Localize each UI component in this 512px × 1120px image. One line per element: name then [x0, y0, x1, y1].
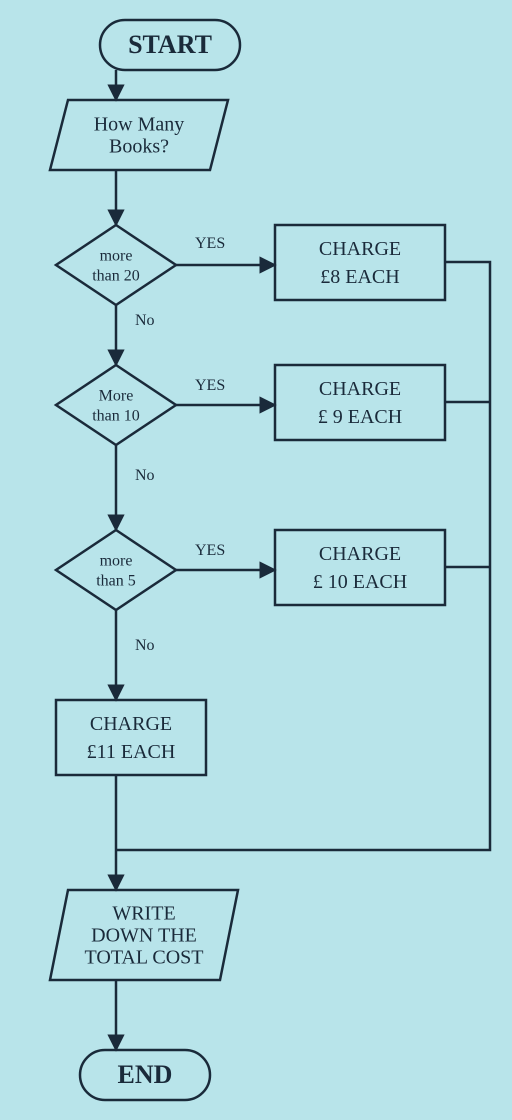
svg-text:£ 10 EACH: £ 10 EACH [313, 571, 407, 593]
node-d10: More than 10 [56, 365, 176, 445]
svg-text:£ 9 EACH: £ 9 EACH [318, 406, 402, 428]
svg-text:£11 EACH: £11 EACH [87, 741, 176, 763]
node-p11: CHARGE £11 EACH [56, 700, 206, 775]
svg-text:more: more [100, 248, 133, 265]
svg-text:CHARGE: CHARGE [319, 543, 401, 565]
edge-label: No [135, 637, 155, 654]
node-start: START [100, 20, 240, 70]
node-d5: more than 5 [56, 530, 176, 610]
svg-text:than 20: than 20 [92, 268, 140, 285]
node-p8: CHARGE £8 EACH [275, 225, 445, 300]
flowchart-canvas: YES No YES No YES No START How ManyBooks? more t… [0, 0, 512, 1120]
svg-text:CHARGE: CHARGE [319, 378, 401, 400]
edge-label: YES [195, 377, 225, 394]
node-p10: CHARGE £ 10 EACH [275, 530, 445, 605]
svg-text:How Many: How Many [94, 114, 185, 136]
edge-label: No [135, 467, 155, 484]
edge-label: No [135, 312, 155, 329]
svg-text:END: END [118, 1060, 173, 1089]
svg-text:DOWN THE: DOWN THE [91, 925, 197, 947]
svg-text:£8 EACH: £8 EACH [320, 266, 399, 288]
svg-text:more: more [100, 553, 133, 570]
svg-text:START: START [128, 30, 212, 59]
node-d20: more than 20 [56, 225, 176, 305]
edge-label: YES [195, 542, 225, 559]
node-end: END [80, 1050, 210, 1100]
svg-text:than 5: than 5 [96, 573, 136, 590]
edge-label: YES [195, 235, 225, 252]
svg-text:than 10: than 10 [92, 408, 140, 425]
node-output: WRITEDOWN THETOTAL COST [50, 890, 238, 980]
svg-text:WRITE: WRITE [112, 903, 175, 925]
svg-text:CHARGE: CHARGE [319, 238, 401, 260]
svg-text:TOTAL COST: TOTAL COST [85, 947, 204, 969]
node-input: How ManyBooks? [50, 100, 228, 170]
svg-text:More: More [99, 388, 134, 405]
svg-text:Books?: Books? [109, 136, 169, 158]
svg-text:CHARGE: CHARGE [90, 713, 172, 735]
node-p9: CHARGE £ 9 EACH [275, 365, 445, 440]
nodes: START How ManyBooks? more than 20 CHARGE £8 E… [50, 20, 445, 1100]
